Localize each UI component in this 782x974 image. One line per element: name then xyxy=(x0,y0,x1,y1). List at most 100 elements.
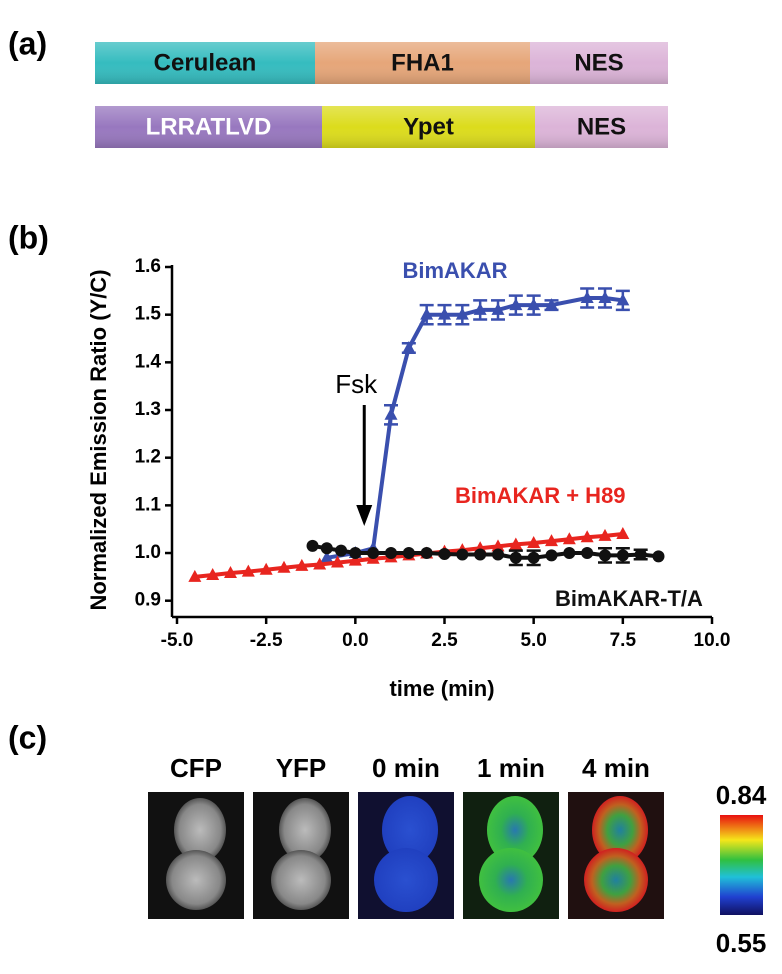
segment-shading xyxy=(530,42,668,84)
colorbar xyxy=(720,815,763,915)
marker xyxy=(367,547,380,560)
cell-image xyxy=(358,792,454,919)
series-label: BimAKAR-T/A xyxy=(555,586,703,611)
marker xyxy=(455,307,469,320)
marker xyxy=(420,307,434,320)
marker xyxy=(259,562,273,575)
y-tick-label: 0.9 xyxy=(135,590,161,611)
marker xyxy=(456,548,469,561)
marker xyxy=(306,539,319,552)
y-tick-label: 1.2 xyxy=(135,447,161,468)
y-tick-label: 1.6 xyxy=(135,256,161,277)
segment-label: Cerulean xyxy=(154,49,257,76)
x-tick-label: -5.0 xyxy=(161,630,194,651)
marker xyxy=(545,534,558,547)
image-label: CFP xyxy=(170,753,222,783)
x-tick-label: 2.5 xyxy=(431,630,458,651)
marker xyxy=(580,530,594,543)
colorbar-max: 0.84 xyxy=(716,780,767,810)
segment-label: NES xyxy=(574,49,623,76)
marker xyxy=(331,555,344,568)
marker xyxy=(527,536,541,549)
marker xyxy=(509,551,522,564)
x-tick-label: 10.0 xyxy=(694,630,731,651)
marker xyxy=(438,547,451,560)
marker xyxy=(581,547,594,560)
marker xyxy=(474,548,487,561)
y-tick-label: 1.5 xyxy=(135,304,162,325)
image-label: 0 min xyxy=(372,753,440,783)
y-tick-label: 1.0 xyxy=(135,542,161,563)
marker xyxy=(385,547,397,560)
marker xyxy=(420,547,433,560)
marker xyxy=(277,560,291,573)
y-tick-label: 1.1 xyxy=(135,494,162,515)
cell-image xyxy=(148,792,244,919)
series-line xyxy=(326,296,624,560)
marker xyxy=(224,566,237,579)
marker xyxy=(580,290,594,303)
marker xyxy=(652,550,665,563)
marker xyxy=(402,341,416,354)
marker xyxy=(313,557,327,570)
marker xyxy=(527,551,540,564)
segment-label: FHA1 xyxy=(391,49,454,76)
cell-image xyxy=(568,792,664,919)
colorbar-min: 0.55 xyxy=(716,928,767,958)
segment-shading xyxy=(322,106,535,148)
marker xyxy=(527,298,541,311)
cell-images xyxy=(148,792,664,919)
image-label: 1 min xyxy=(477,753,545,783)
segment-shading xyxy=(535,106,668,148)
y-tick-label: 1.4 xyxy=(135,351,162,372)
x-axis-label: time (min) xyxy=(389,676,494,701)
marker xyxy=(545,298,558,311)
segment-shading xyxy=(95,42,315,84)
marker xyxy=(563,547,576,560)
marker xyxy=(206,567,220,580)
x-tick-label: 5.0 xyxy=(520,630,546,651)
marker xyxy=(491,302,505,315)
marker xyxy=(545,549,558,562)
marker xyxy=(241,564,255,577)
marker xyxy=(335,544,348,557)
x-tick-label: 0.0 xyxy=(342,630,368,651)
image-label: 4 min xyxy=(582,753,650,783)
x-tick-label: 7.5 xyxy=(610,630,637,651)
marker xyxy=(491,539,505,552)
panel-label: (c) xyxy=(8,719,47,755)
segment-label: LRRATLVD xyxy=(146,113,272,140)
y-axis-label: Normalized Emission Ratio (Y/C) xyxy=(86,269,111,610)
cell-image xyxy=(253,792,349,919)
marker xyxy=(438,307,451,320)
x-tick-label: -2.5 xyxy=(250,630,283,651)
marker xyxy=(384,407,398,420)
y-tick-label: 1.3 xyxy=(135,399,161,420)
marker xyxy=(616,549,629,562)
annotation: Fsk xyxy=(335,369,378,399)
annotation-arrowhead xyxy=(356,505,373,526)
marker xyxy=(616,293,630,306)
cell-image xyxy=(463,792,559,919)
marker xyxy=(295,558,309,571)
marker xyxy=(492,548,504,561)
marker xyxy=(562,532,576,545)
segment-label: NES xyxy=(577,113,626,140)
marker xyxy=(473,302,487,315)
marker xyxy=(402,547,415,560)
marker xyxy=(320,542,333,555)
marker xyxy=(634,548,647,561)
panel-label: (b) xyxy=(8,219,49,255)
segment-shading xyxy=(315,42,530,84)
marker xyxy=(598,528,612,541)
marker xyxy=(509,537,523,550)
series-label: BimAKAR + H89 xyxy=(455,483,626,508)
marker xyxy=(320,550,334,563)
segment-shading xyxy=(95,106,322,148)
marker xyxy=(599,549,611,562)
panel-label: (a) xyxy=(8,25,47,61)
marker xyxy=(348,553,362,566)
series-label: BimAKAR xyxy=(402,258,507,283)
marker xyxy=(509,298,523,311)
